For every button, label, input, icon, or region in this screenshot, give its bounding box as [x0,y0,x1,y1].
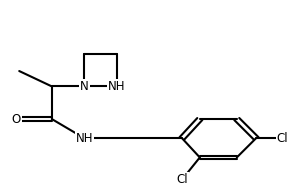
Text: NH: NH [108,80,126,93]
Text: Cl: Cl [277,132,289,145]
Text: NH: NH [75,132,93,145]
Text: Cl: Cl [176,173,188,186]
Text: O: O [12,113,21,126]
Text: N: N [80,80,89,93]
